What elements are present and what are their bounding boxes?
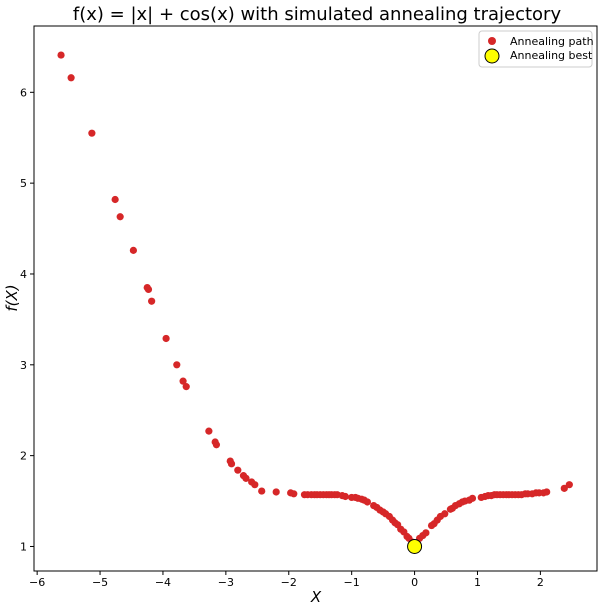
annealing-path-point — [227, 460, 236, 468]
x-tick-label: 2 — [537, 576, 544, 589]
x-tick-label: −6 — [29, 576, 45, 589]
y-tick-label: 6 — [20, 86, 27, 99]
chart-title: f(x) = |x| + cos(x) with simulated annea… — [73, 4, 562, 25]
annealing-path-point — [251, 481, 259, 489]
data-points — [57, 51, 573, 554]
annealing-path-point — [363, 498, 371, 506]
annealing-path-point — [422, 529, 430, 537]
legend: Annealing path Annealing best — [478, 30, 594, 68]
annealing-path-point — [116, 213, 124, 221]
annealing-path-point — [182, 383, 190, 391]
annealing-path-point — [67, 74, 75, 82]
annealing-path-point — [560, 484, 568, 492]
annealing-path-point — [148, 297, 156, 305]
annealing-path-point — [234, 466, 242, 474]
x-tick-label: 0 — [411, 576, 418, 589]
legend-label-annealing-path: Annealing path — [510, 35, 594, 48]
annealing-path-point — [57, 51, 65, 59]
annealing-path-point — [173, 361, 181, 369]
x-tick-label: −4 — [155, 576, 171, 589]
legend-marker-annealing-path — [488, 37, 496, 45]
annealing-path-point — [441, 510, 449, 518]
annealing-path-point — [242, 474, 250, 482]
annealing-path-point — [258, 487, 266, 495]
annealing-path-point — [129, 246, 137, 254]
annealing-path-point — [179, 377, 187, 385]
x-tick-label: −1 — [344, 576, 360, 589]
legend-marker-annealing-best — [484, 48, 500, 64]
annealing-path-point — [543, 488, 551, 496]
x-tick-label: −2 — [281, 576, 297, 589]
y-axis-label: f(X) — [3, 284, 21, 311]
y-tick-label: 2 — [20, 450, 27, 463]
x-axis: −6 −5 −4 −3 −2 −1 0 1 2 — [29, 571, 544, 589]
x-axis-label: X — [310, 588, 322, 606]
y-tick-label: 3 — [20, 359, 27, 372]
annealing-path-point — [162, 334, 170, 343]
annealing-best-point — [407, 538, 423, 554]
x-tick-label: −5 — [92, 576, 108, 589]
y-tick-label: 5 — [20, 177, 27, 190]
annealing-path-point — [341, 492, 349, 501]
annealing-path-point — [111, 195, 119, 204]
annealing-path-point — [88, 129, 96, 137]
annealing-path-point — [205, 427, 213, 435]
annealing-path-point — [212, 441, 221, 449]
annealing-path-point — [144, 285, 153, 294]
y-axis: 1 2 3 4 5 6 — [20, 86, 34, 553]
annealing-path-point — [272, 488, 280, 496]
x-tick-label: −3 — [218, 576, 234, 589]
annealing-path-point — [565, 481, 573, 489]
annealing-path-point — [468, 494, 477, 502]
legend-box — [478, 30, 593, 68]
annealing-path-point — [290, 490, 298, 498]
x-tick-label: 1 — [474, 576, 481, 589]
legend-label-annealing-best: Annealing best — [510, 49, 593, 62]
y-tick-label: 4 — [20, 268, 27, 281]
plot-area — [33, 25, 598, 572]
y-tick-label: 1 — [20, 540, 27, 553]
